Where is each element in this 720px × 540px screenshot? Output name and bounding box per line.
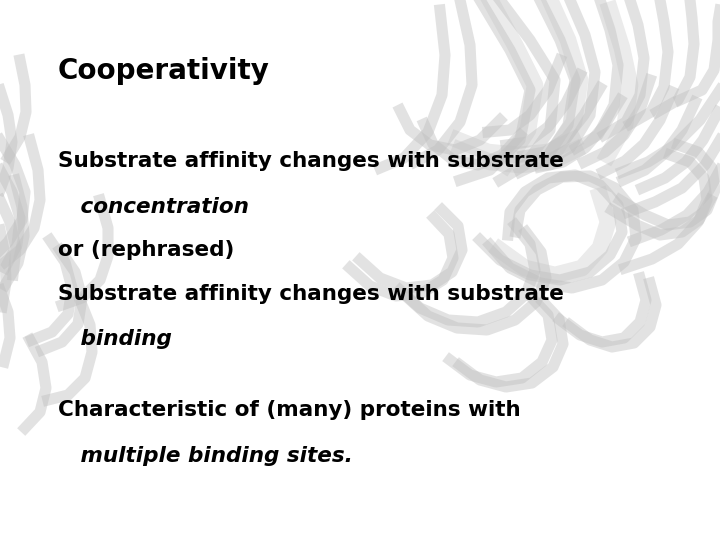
Text: multiple binding sites.: multiple binding sites.	[58, 446, 352, 465]
Text: concentration: concentration	[58, 197, 248, 217]
Text: binding: binding	[58, 329, 171, 349]
Text: Cooperativity: Cooperativity	[58, 57, 269, 85]
Text: or (rephrased): or (rephrased)	[58, 240, 234, 260]
Text: Substrate affinity changes with substrate: Substrate affinity changes with substrat…	[58, 151, 564, 171]
Text: Substrate affinity changes with substrate: Substrate affinity changes with substrat…	[58, 284, 564, 303]
Text: Characteristic of (many) proteins with: Characteristic of (many) proteins with	[58, 400, 521, 420]
